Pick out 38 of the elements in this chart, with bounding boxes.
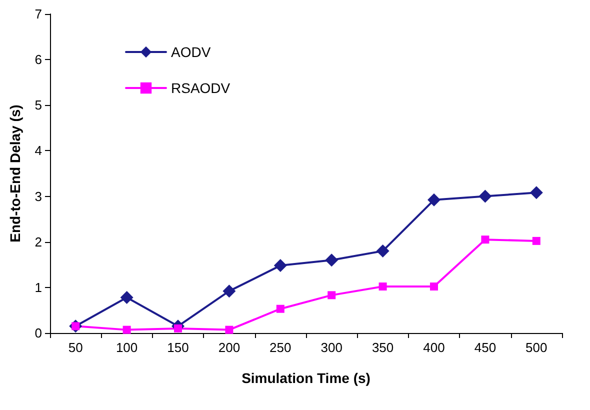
point <box>225 326 234 334</box>
y-tick-label: 0 <box>34 326 42 340</box>
x-tick-label: 250 <box>270 340 292 355</box>
x-tick-label: 450 <box>474 340 496 355</box>
x-tick-label: 150 <box>167 340 189 355</box>
point <box>274 259 287 272</box>
point <box>122 326 131 334</box>
point <box>481 236 490 244</box>
x-tick-label: 350 <box>372 340 394 355</box>
x-axis-title: Simulation Time (s) <box>242 370 370 386</box>
point <box>328 291 336 300</box>
point <box>376 244 390 258</box>
y-axis-title: End-to-End Delay (s) <box>7 104 23 242</box>
point <box>120 290 134 304</box>
y-tick-label: 5 <box>34 98 42 113</box>
legend-label: AODV <box>171 44 212 60</box>
y-tick-label: 3 <box>34 188 42 204</box>
point <box>532 236 540 245</box>
point <box>378 282 387 291</box>
point <box>276 304 284 313</box>
y-tick-label: 7 <box>34 6 42 22</box>
point <box>530 186 543 200</box>
x-tick-label: 300 <box>320 340 342 355</box>
point <box>222 284 236 298</box>
point <box>478 190 492 203</box>
point <box>325 254 338 267</box>
y-tick-label: 1 <box>34 280 42 295</box>
x-tick-label: 100 <box>116 340 138 355</box>
x-tick-label: 50 <box>68 340 83 355</box>
point <box>428 193 440 206</box>
point <box>430 282 438 291</box>
x-tick-label: 400 <box>423 340 445 355</box>
x-tick-label: 200 <box>218 340 240 355</box>
y-tick-label: 4 <box>34 143 42 158</box>
y-tick-label: 6 <box>34 52 42 68</box>
x-tick-label: 500 <box>526 340 548 355</box>
y-tick-label: 2 <box>34 234 42 250</box>
legend-label: RSAODV <box>171 80 231 96</box>
